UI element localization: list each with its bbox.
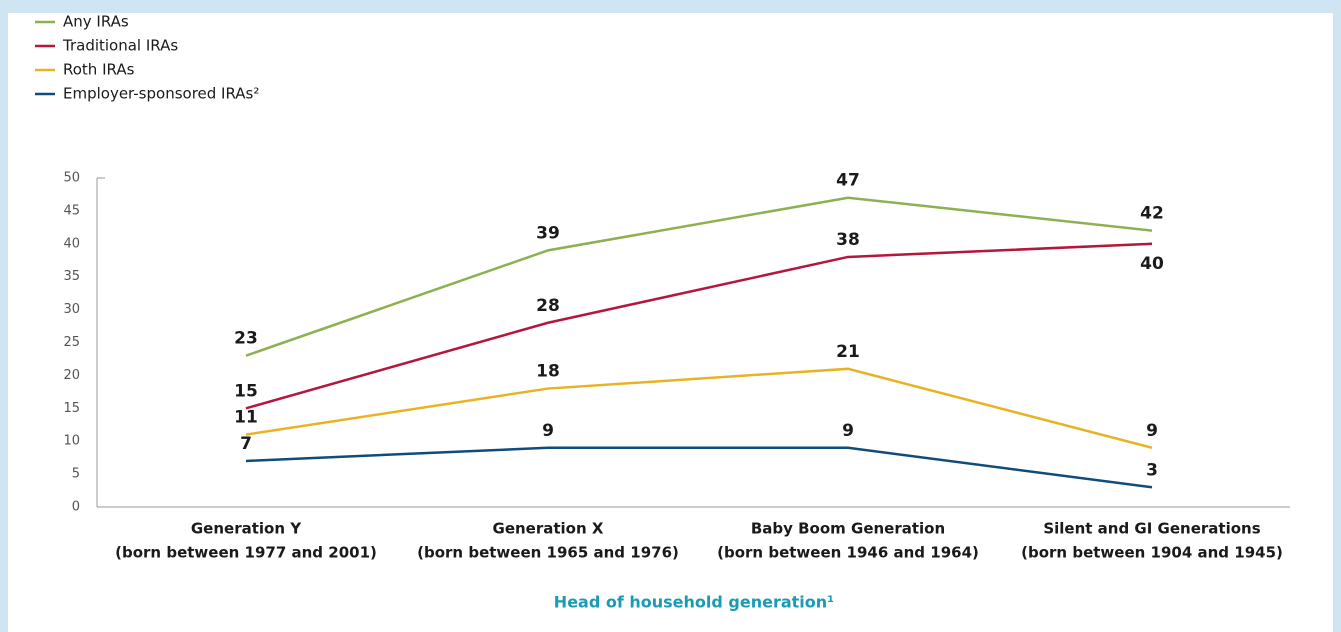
legend-label: Roth IRAs — [63, 61, 135, 79]
x-tick-label: Generation Y — [191, 520, 302, 538]
data-label: 42 — [1140, 204, 1164, 224]
data-label: 7 — [240, 434, 252, 454]
y-tick-label: 30 — [63, 302, 80, 317]
x-tick-label: Baby Boom Generation — [751, 520, 945, 538]
series-line — [245, 242, 1153, 410]
series-line — [245, 446, 1153, 489]
data-label: 23 — [234, 329, 258, 349]
data-label: 18 — [536, 362, 560, 382]
data-label: 39 — [536, 223, 560, 243]
data-label: 21 — [836, 342, 860, 362]
legend-label: Traditional IRAs — [62, 37, 178, 55]
y-tick-label: 40 — [63, 236, 80, 251]
data-label: 40 — [1140, 254, 1164, 274]
legend-label: Any IRAs — [63, 13, 129, 31]
x-tick-label: (born between 1946 and 1964) — [717, 544, 979, 562]
data-label: 47 — [836, 171, 860, 191]
x-tick-label: (born between 1904 and 1945) — [1021, 544, 1283, 562]
x-tick-label: Generation X — [493, 520, 604, 538]
x-tick-label: Silent and GI Generations — [1043, 520, 1260, 538]
y-tick-label: 0 — [72, 500, 80, 515]
plot-background — [8, 13, 1333, 632]
y-tick-label: 50 — [63, 171, 80, 186]
data-label: 28 — [536, 296, 560, 316]
data-label: 15 — [234, 381, 258, 401]
data-label: 11 — [234, 408, 258, 428]
y-tick-label: 10 — [63, 434, 80, 449]
x-tick-label: (born between 1977 and 2001) — [115, 544, 377, 562]
legend-label: Employer-sponsored IRAs² — [63, 85, 259, 103]
data-label: 3 — [1146, 460, 1158, 480]
y-tick-label: 5 — [72, 467, 80, 482]
data-label: 9 — [1146, 421, 1158, 441]
y-tick-label: 45 — [63, 203, 80, 218]
data-label: 9 — [842, 421, 854, 441]
data-label: 9 — [542, 421, 554, 441]
y-tick-label: 35 — [63, 269, 80, 284]
x-axis-title: Head of household generation¹ — [554, 593, 834, 612]
series-line — [245, 196, 1153, 357]
y-tick-label: 20 — [63, 368, 80, 383]
data-label: 38 — [836, 230, 860, 250]
series-line — [245, 367, 1153, 449]
y-tick-label: 25 — [63, 335, 80, 350]
x-tick-label: (born between 1965 and 1976) — [417, 544, 679, 562]
y-tick-label: 15 — [63, 401, 80, 416]
